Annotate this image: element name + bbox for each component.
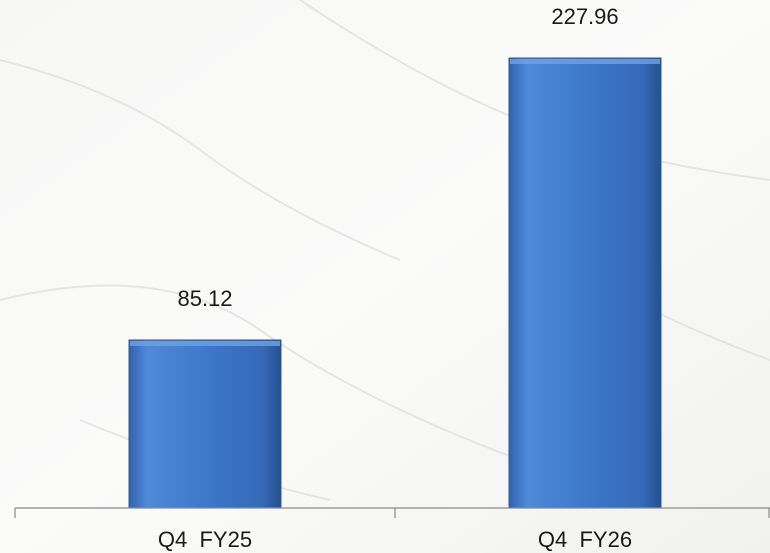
bars — [128, 57, 662, 509]
bar — [128, 339, 282, 509]
bar-bevel — [130, 340, 280, 346]
x-tick-label: Q4 FY26 — [538, 527, 632, 552]
value-label: 85.12 — [177, 286, 232, 311]
x-tick-label: Q4 FY25 — [158, 527, 252, 552]
value-label: 227.96 — [551, 4, 618, 29]
bar-bevel — [510, 59, 660, 64]
bar — [508, 57, 662, 509]
